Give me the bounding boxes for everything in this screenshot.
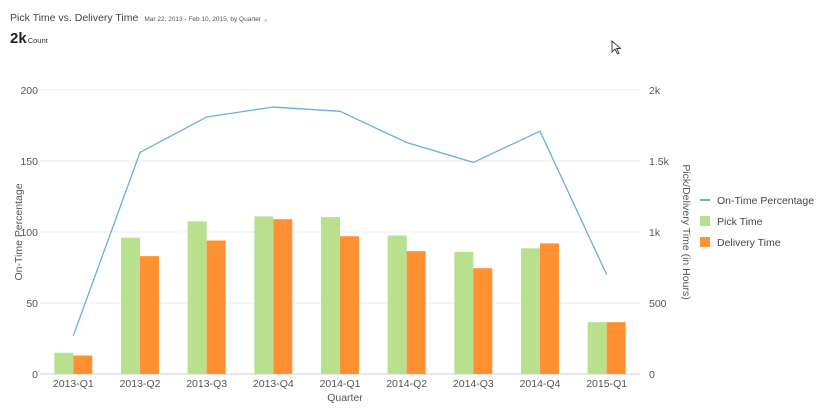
metric-value: 2k	[10, 30, 27, 47]
legend-label[interactable]: On-Time Percentage	[717, 195, 814, 207]
x-tick-label: 2014-Q2	[386, 378, 427, 390]
mouse-pointer-icon	[611, 40, 622, 55]
bar-pick-time	[521, 248, 540, 374]
metric-unit: Count	[27, 36, 48, 45]
y-left-tick-label: 50	[26, 298, 38, 310]
y-axis-right-title: Pick/Delivery Time (in Hours)	[680, 164, 692, 299]
legend-label[interactable]: Pick Time	[717, 216, 763, 228]
metric-summary: 2k Count	[10, 30, 268, 47]
legend-swatch	[700, 237, 710, 247]
bar-pick-time	[254, 216, 274, 374]
bar-delivery-time	[606, 322, 626, 374]
y-left-tick-label: 0	[32, 369, 38, 381]
y-left-tick-label: 200	[20, 85, 38, 97]
legend-swatch	[700, 216, 710, 226]
chevron-down-icon: ⌄	[263, 17, 269, 23]
x-tick-label: 2015-Q1	[586, 378, 627, 390]
bar-delivery-time	[340, 236, 359, 374]
bar-delivery-time	[473, 268, 493, 374]
y-axis-right-ticks: 0 500 1k 1.5k 2k	[649, 85, 670, 381]
bar-delivery-time	[406, 251, 426, 374]
x-tick-label: 2013-Q1	[53, 378, 94, 390]
bar-delivery-time	[273, 219, 293, 374]
chart-header: Pick Time vs. Delivery Time Mar 22, 2013…	[10, 12, 268, 47]
legend: On-Time Percentage Pick Time Delivery Time	[700, 195, 814, 249]
chart-title: Pick Time vs. Delivery Time	[10, 12, 139, 24]
y-right-tick-label: 2k	[649, 85, 661, 97]
bar-pick-time	[54, 352, 74, 374]
y-axis-left-ticks: 0 50 100 150 200	[20, 85, 38, 381]
bar-pick-time	[321, 217, 340, 374]
date-range-filter[interactable]: Mar 22, 2013 - Feb 10, 2015, by Quarter …	[144, 16, 268, 23]
line-series	[72, 106, 608, 336]
bar-delivery-time	[73, 355, 93, 374]
x-axis-title: Quarter	[327, 392, 363, 404]
bar-pick-time	[387, 235, 407, 374]
x-tick-label: 2014-Q1	[320, 378, 361, 390]
y-axis-left-title: On-Time Percentage	[13, 183, 25, 280]
bar-pick-time	[187, 221, 207, 374]
bar-delivery-time	[206, 240, 226, 374]
bar-pick-time	[121, 237, 140, 374]
x-axis-ticks: 2013-Q1 2013-Q2 2013-Q3 2013-Q4 2014-Q1 2014-…	[53, 378, 627, 390]
title-row: Pick Time vs. Delivery Time Mar 22, 2013…	[10, 12, 268, 24]
y-right-tick-label: 500	[649, 298, 667, 310]
x-tick-label: 2014-Q4	[520, 378, 561, 390]
line-on-time-percentage	[72, 106, 608, 336]
y-right-tick-label: 1.5k	[649, 156, 670, 168]
bar-delivery-time	[140, 256, 159, 374]
bar-pick-time	[587, 322, 607, 374]
x-tick-label: 2014-Q3	[453, 378, 494, 390]
x-tick-label: 2013-Q2	[120, 378, 161, 390]
x-tick-label: 2013-Q4	[253, 378, 294, 390]
y-left-tick-label: 100	[20, 227, 38, 239]
legend-label[interactable]: Delivery Time	[717, 237, 781, 249]
y-right-tick-label: 1k	[649, 227, 661, 239]
bar-delivery-time	[540, 243, 559, 374]
bar-pick-time	[454, 251, 474, 374]
bars	[54, 216, 626, 374]
y-right-tick-label: 0	[649, 369, 655, 381]
x-tick-label: 2013-Q3	[186, 378, 227, 390]
y-left-tick-label: 150	[20, 156, 38, 168]
date-range-label: Mar 22, 2013 - Feb 10, 2015, by Quarter	[144, 16, 262, 23]
